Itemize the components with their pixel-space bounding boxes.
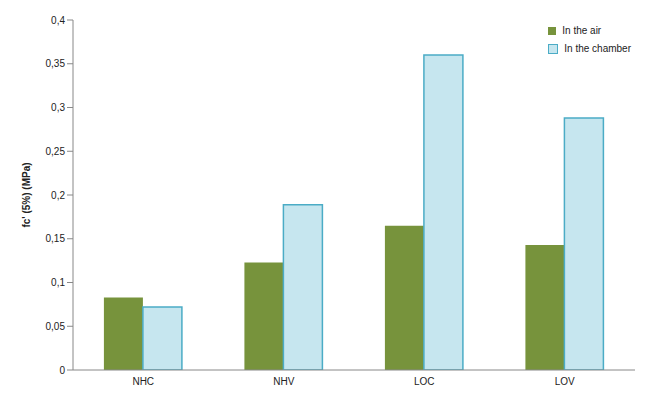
svg-text:LOC: LOC — [414, 376, 435, 387]
svg-text:fc' (5%) (MPa): fc' (5%) (MPa) — [21, 162, 32, 227]
svg-text:0,1: 0,1 — [51, 277, 65, 288]
svg-text:NHV: NHV — [273, 376, 294, 387]
svg-text:0: 0 — [59, 365, 65, 376]
svg-text:0,3: 0,3 — [51, 102, 65, 113]
svg-text:0,2: 0,2 — [51, 190, 65, 201]
svg-text:LOV: LOV — [555, 376, 575, 387]
html-text:In the air: In the air — [562, 25, 602, 36]
svg-text:0,05: 0,05 — [46, 321, 66, 332]
svg-text:0,4: 0,4 — [51, 15, 65, 26]
svg-text:0,25: 0,25 — [46, 146, 66, 157]
svg-text:0,35: 0,35 — [46, 58, 66, 69]
svg-text:NHC: NHC — [132, 376, 154, 387]
svg-text:0,15: 0,15 — [46, 233, 66, 244]
html-text:In the chamber: In the chamber — [564, 43, 631, 54]
